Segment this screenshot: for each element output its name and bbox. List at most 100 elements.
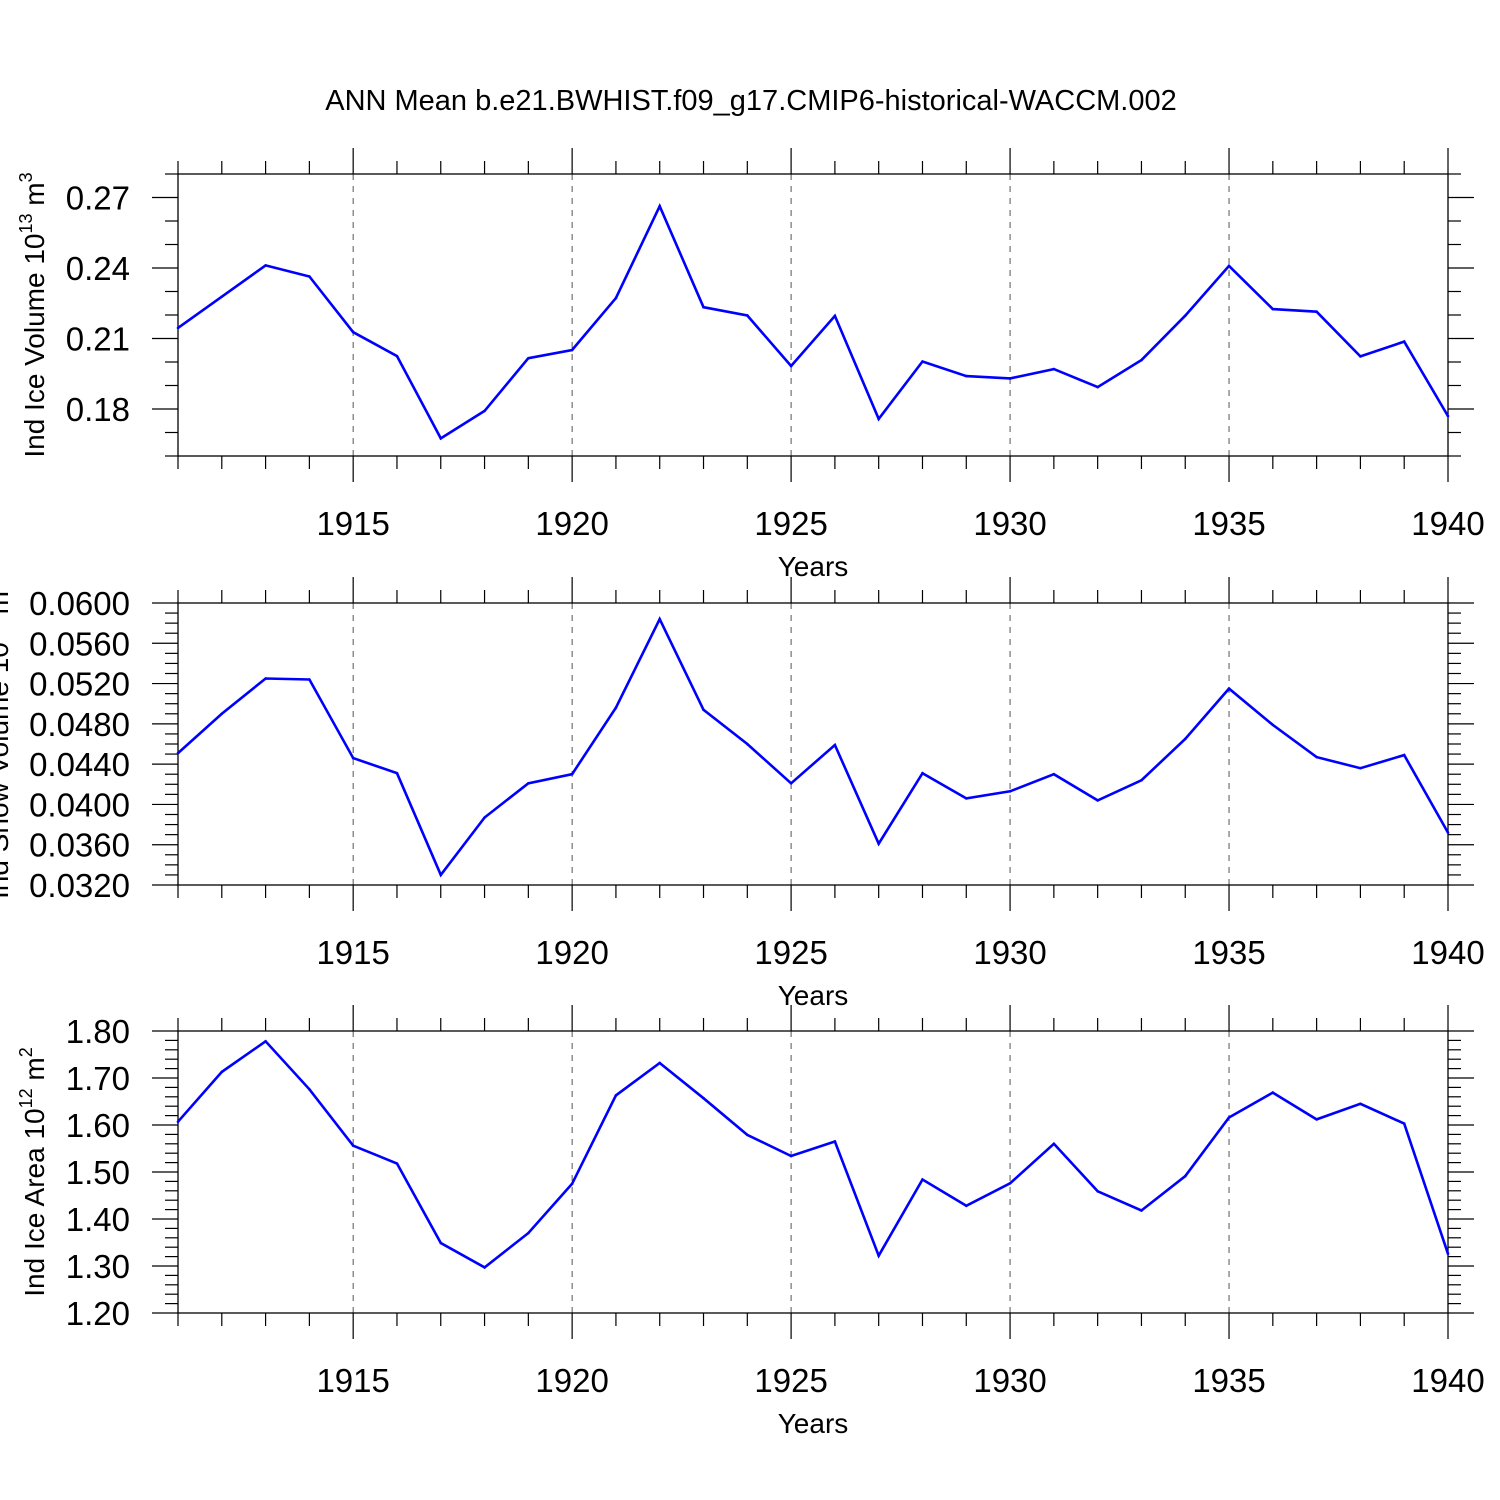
data-point — [877, 842, 880, 846]
data-point — [395, 1162, 399, 1165]
data-point — [483, 1266, 486, 1269]
data-point — [570, 772, 574, 776]
data-point — [746, 1133, 749, 1137]
data-point — [964, 1204, 968, 1208]
data-point — [877, 417, 880, 421]
y-axis-title-part: m — [19, 182, 50, 213]
y-tick-label: 1.70 — [66, 1060, 130, 1097]
y-tick-label: 1.30 — [66, 1248, 130, 1285]
y-axis-title-superscript: 3 — [16, 172, 36, 182]
ice-area-panel: 1.20 1.30 1.40 1.50 1.60 1.70 1.80 1915 1920 1925… — [16, 1005, 1485, 1439]
data-point — [789, 781, 793, 785]
data-point — [833, 314, 837, 318]
x-axis-title: Years — [778, 551, 849, 582]
data-point — [351, 330, 355, 334]
data-point — [570, 348, 574, 352]
data-point — [395, 771, 399, 775]
data-point — [220, 1070, 224, 1074]
data-point — [1446, 831, 1450, 834]
data-point — [439, 1241, 443, 1245]
data-point — [483, 816, 486, 819]
data-point — [1096, 799, 1099, 802]
data-point — [308, 678, 311, 681]
y-axis-title-superscript: 12 — [16, 1088, 36, 1108]
data-point — [351, 756, 355, 760]
y-tick-label: 0.24 — [66, 250, 130, 287]
x-axis-title: Years — [778, 1408, 849, 1439]
data-point — [921, 1178, 924, 1181]
y-tick-label: 0.0560 — [29, 625, 130, 662]
data-point — [614, 296, 618, 300]
x-tick-label: 1935 — [1192, 1362, 1265, 1399]
data-point — [1271, 1091, 1275, 1094]
series-line — [177, 203, 1450, 441]
data-point — [1359, 1102, 1362, 1106]
x-tick-label: 1925 — [754, 1362, 827, 1399]
data-point — [1183, 314, 1187, 318]
data-point — [439, 437, 443, 440]
y-tick-label: 0.18 — [66, 391, 130, 428]
x-axis-title: Years — [778, 980, 849, 1011]
data-point — [789, 1154, 793, 1158]
data-point — [789, 364, 793, 368]
data-point — [658, 1061, 662, 1065]
y-tick-label: 0.0320 — [29, 867, 130, 904]
x-tick-label: 1915 — [316, 505, 389, 542]
y-axis-title-part: Ind Snow Volume 10 — [0, 642, 14, 899]
y-axis-title: Ind Ice Volume 1013 m3 — [16, 172, 50, 457]
y-tick-label: 0.0520 — [29, 666, 130, 703]
x-tick-label: 1930 — [973, 1362, 1046, 1399]
y-tick-label: 0.0400 — [29, 786, 130, 823]
data-point — [1315, 310, 1318, 314]
data-point — [1402, 340, 1406, 343]
data-point — [1446, 414, 1450, 418]
data-point — [1315, 1118, 1318, 1121]
data-point — [1008, 1181, 1012, 1185]
data-point — [1183, 737, 1187, 741]
data-point — [1008, 377, 1012, 380]
y-axis-title: Ind Ice Area 1012 m2 — [16, 1047, 50, 1297]
y-tick-label: 1.40 — [66, 1201, 130, 1238]
y-tick-label: 0.27 — [66, 180, 130, 217]
data-point — [1359, 355, 1362, 358]
data-point — [176, 1120, 180, 1124]
data-point — [702, 305, 705, 309]
data-point — [176, 751, 180, 755]
data-point — [351, 1144, 355, 1147]
data-point — [746, 314, 749, 317]
plot-frame — [177, 602, 1449, 886]
x-tick-label: 1930 — [973, 934, 1046, 971]
data-point — [1183, 1174, 1187, 1178]
x-tick-label: 1930 — [973, 505, 1046, 542]
data-point — [483, 409, 486, 413]
data-point — [1359, 766, 1362, 770]
data-point — [1227, 264, 1231, 268]
data-point — [220, 295, 224, 298]
chart-title: ANN Mean b.e21.BWHIST.f09_g17.CMIP6-hist… — [325, 85, 1177, 117]
plot-frame — [177, 173, 1449, 457]
y-tick-label: 1.60 — [66, 1107, 130, 1144]
data-point — [264, 677, 267, 680]
data-point — [1402, 1122, 1406, 1125]
y-axis-title-part: m — [0, 591, 14, 622]
y-axis-title-part: Ind Ice Area 10 — [19, 1108, 50, 1296]
x-tick-label: 1915 — [316, 934, 389, 971]
data-point — [1140, 778, 1143, 782]
data-point — [527, 781, 530, 785]
data-point — [395, 354, 399, 358]
x-tick-label: 1925 — [754, 934, 827, 971]
data-point — [658, 617, 662, 621]
y-axis-title-superscript: 2 — [16, 1047, 36, 1057]
data-point — [527, 356, 530, 360]
y-tick-label: 0.0440 — [29, 746, 130, 783]
data-point — [1096, 385, 1099, 389]
y-axis-title-part: Ind Ice Volume 10 — [19, 234, 50, 458]
x-tick-label: 1925 — [754, 505, 827, 542]
data-point — [1227, 687, 1231, 690]
y-tick-label: 0.0600 — [29, 585, 130, 622]
x-tick-label: 1940 — [1411, 1362, 1484, 1399]
data-point — [570, 1182, 574, 1186]
data-point — [1315, 755, 1318, 759]
x-tick-label: 1920 — [535, 1362, 608, 1399]
